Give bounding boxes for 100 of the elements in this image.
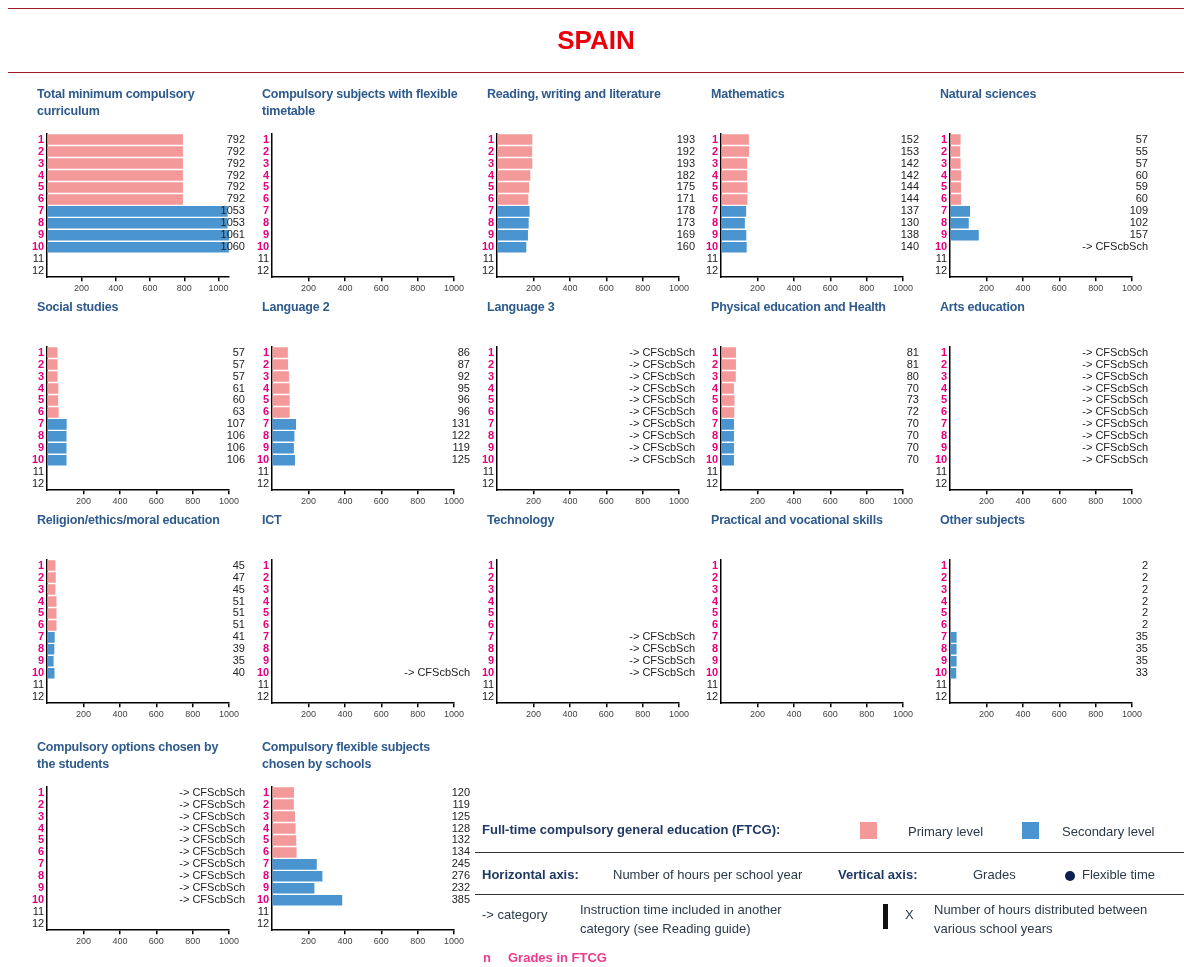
y-tick-label: 9: [38, 228, 45, 241]
x-tick-label: 800: [185, 709, 201, 720]
data-label: 106: [226, 441, 245, 454]
y-tick-label: 6: [38, 618, 45, 631]
x-tick-label: 600: [822, 496, 838, 507]
chart-title: Technology: [486, 512, 556, 529]
data-label: 107: [226, 417, 245, 430]
y-tick-label: 1: [941, 558, 948, 571]
data-label: 41: [232, 630, 245, 643]
data-label: 47: [232, 570, 245, 583]
y-tick-label: 10: [481, 666, 495, 679]
x-tick-label: 200: [750, 283, 766, 294]
x-tick-label: 200: [76, 709, 92, 720]
y-tick-label: 4: [488, 381, 496, 394]
text: -> CFScbSch: [1082, 405, 1148, 418]
y-tick-label: 1: [38, 558, 45, 571]
y-tick-label: 4: [712, 381, 720, 394]
text: -> CFScbSch: [179, 785, 245, 798]
data-label: 119: [452, 797, 470, 810]
data-label: 120: [451, 785, 470, 798]
data-label: 119: [452, 441, 470, 454]
x-tick-label: 1000: [443, 283, 465, 294]
x-tick-label: 1000: [1121, 709, 1143, 720]
text: Number of hours per school year: [613, 867, 803, 882]
x-tick-label: 800: [410, 283, 426, 294]
data-label: 60: [232, 393, 245, 406]
y-tick-label: 4: [38, 168, 46, 181]
y-tick-label: 7: [488, 204, 495, 217]
text: X: [905, 907, 914, 922]
text: -> category: [482, 907, 548, 922]
data-label: 55: [1135, 144, 1148, 157]
y-tick-label: 8: [38, 216, 45, 229]
x-tick-label: 600: [148, 936, 164, 947]
y-tick-label: 10: [934, 453, 948, 466]
y-tick-label: 12: [934, 264, 948, 277]
x-tick-label: 800: [410, 496, 426, 507]
data-label: 96: [457, 405, 470, 418]
y-tick-label: 5: [38, 393, 45, 406]
x-tick-label: 800: [185, 936, 201, 947]
y-tick-label: 9: [712, 228, 719, 241]
x-tick-label: 600: [373, 283, 389, 294]
y-tick-label: 8: [712, 642, 719, 655]
y-tick-label: 10: [256, 240, 270, 253]
y-tick-label: 9: [941, 441, 948, 454]
y-tick-label: 10: [934, 666, 948, 679]
data-label: 70: [906, 381, 919, 394]
x-tick-label: 200: [76, 496, 92, 507]
y-tick-label: 6: [38, 192, 45, 205]
data-label: 61: [232, 381, 245, 394]
text: -> CFScbSch: [629, 453, 695, 466]
y-tick-label: 12: [481, 690, 495, 703]
x-tick-label: 200: [750, 496, 766, 507]
x-tick-label: 400: [562, 283, 578, 294]
text: -> CFScbSch: [1082, 357, 1148, 370]
text: -> CFScbSch: [179, 893, 245, 906]
y-tick-label: 12: [256, 264, 270, 277]
chart-title: Compulsory options chosen by the students: [36, 739, 220, 773]
text: Secondary level: [1062, 824, 1155, 839]
x-tick-label: 600: [1051, 496, 1067, 507]
data-label: 128: [451, 821, 470, 834]
y-tick-label: 12: [256, 690, 270, 703]
y-tick-label: 12: [481, 264, 495, 277]
y-tick-label: 3: [38, 582, 45, 595]
y-tick-label: 3: [712, 582, 719, 595]
y-tick-label: 3: [38, 369, 45, 382]
y-tick-label: 5: [941, 180, 948, 193]
y-tick-label: 8: [38, 642, 45, 655]
y-tick-label: 11: [32, 465, 45, 478]
text: Full-time compulsory general education (FTCG):: [482, 822, 781, 837]
y-tick-label: 4: [38, 821, 46, 834]
y-tick-label: 2: [488, 357, 495, 370]
chart-title: Mathematics: [710, 86, 786, 103]
x-tick-label: 200: [979, 283, 995, 294]
x-tick-label: 1000: [443, 709, 465, 720]
text: -> CFScbSch: [179, 869, 245, 882]
y-tick-label: 6: [712, 405, 719, 418]
x-tick-label: 600: [373, 936, 389, 947]
y-tick-label: 2: [38, 797, 45, 810]
y-tick-label: 12: [934, 690, 948, 703]
y-tick-label: 12: [31, 477, 45, 490]
y-tick-label: 2: [712, 144, 719, 157]
y-tick-label: 2: [263, 144, 270, 157]
y-tick-label: 12: [934, 477, 948, 490]
y-tick-label: 6: [263, 192, 270, 205]
y-tick-label: 2: [263, 357, 270, 370]
y-tick-label: 7: [263, 204, 270, 217]
data-label: 137: [900, 204, 919, 217]
x-tick-label: 1000: [892, 709, 914, 720]
data-label: 81: [906, 345, 919, 358]
y-tick-label: 8: [38, 869, 45, 882]
data-label: 130: [900, 216, 919, 229]
x-tick-label: 400: [337, 283, 353, 294]
data-label: 59: [1135, 180, 1148, 193]
y-tick-label: 5: [488, 180, 495, 193]
data-label: 140: [900, 240, 919, 253]
data-label: 35: [1135, 642, 1148, 655]
chart-title: Other subjects: [939, 512, 1026, 529]
data-label: 153: [900, 144, 919, 157]
y-tick-label: 5: [712, 606, 719, 619]
y-tick-label: 11: [706, 678, 719, 691]
